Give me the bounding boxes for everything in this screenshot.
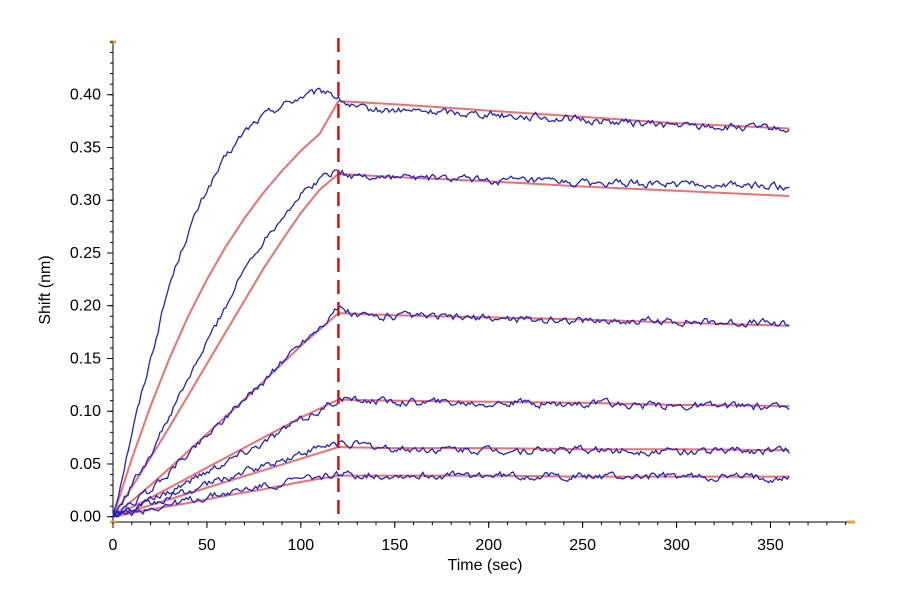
measured-curve-4: [112, 395, 790, 518]
measured-curve-3: [112, 305, 790, 518]
y-tick-label: 0.35: [70, 139, 101, 156]
x-axis-title: Time (sec): [448, 557, 523, 574]
fit-curve-5: [112, 446, 790, 518]
fit-curve-6: [112, 474, 790, 518]
x-tick-label: 100: [287, 537, 314, 554]
measured-curve-1: [112, 87, 790, 517]
y-tick-label: 0.10: [70, 403, 101, 420]
y-tick-label: 0.15: [70, 350, 101, 367]
measured-curves-layer: [112, 87, 790, 518]
y-tick-label: 0.00: [70, 509, 101, 526]
y-tick-label: 0.30: [70, 192, 101, 209]
axes-layer: 0.00 0.05 0.10 0.15 0.20 0.25 0.30 0.35 0.40 0 50 1…: [70, 40, 855, 554]
measured-curve-6: [112, 470, 790, 518]
fit-curve-2: [112, 172, 790, 518]
x-tick-label: 250: [569, 537, 596, 554]
measured-curve-5: [112, 440, 790, 518]
x-tick-label: 300: [663, 537, 690, 554]
y-tick-label: 0.05: [70, 456, 101, 473]
x-tick-label: 150: [381, 537, 408, 554]
fit-curve-4: [112, 398, 790, 518]
y-tick-label: 0.20: [70, 298, 101, 315]
measured-curve-2: [112, 169, 790, 518]
y-tick-label: 0.25: [70, 245, 101, 262]
x-tick-label: 50: [198, 537, 216, 554]
x-tick-label: 200: [475, 537, 502, 554]
x-tick-label: 0: [109, 537, 118, 554]
y-tick-label: 0.40: [70, 87, 101, 104]
x-tick-label: 350: [757, 537, 784, 554]
y-axis-title: Shift (nm): [37, 255, 54, 324]
